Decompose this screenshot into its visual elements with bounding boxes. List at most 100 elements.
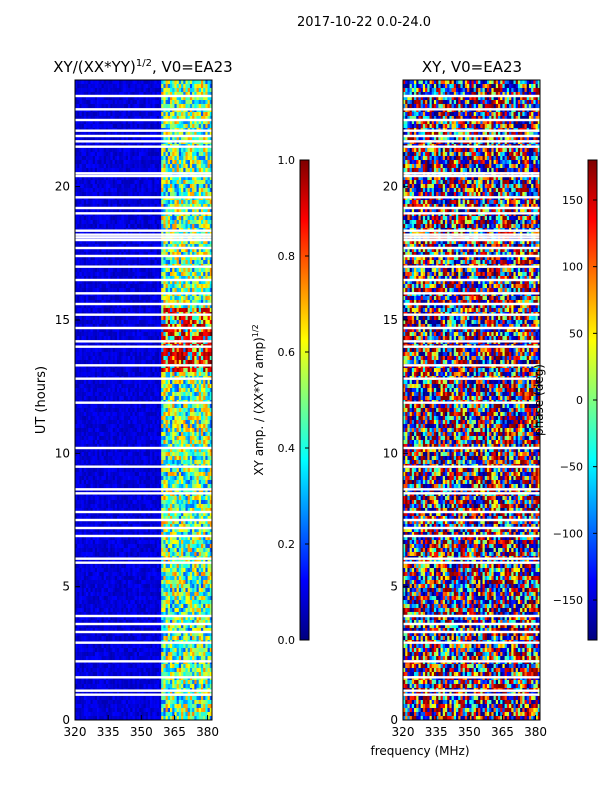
heatmap-cell (139, 124, 142, 129)
heatmap-cell (205, 332, 208, 337)
heatmap-cell (110, 188, 113, 193)
heatmap-cell (187, 120, 191, 125)
heatmap-cell (103, 244, 107, 249)
heatmap-cell (181, 352, 184, 357)
heatmap-cell (88, 188, 91, 193)
heatmap-cell (112, 296, 116, 301)
heatmap-cell (136, 332, 140, 337)
heatmap-cell (156, 368, 160, 373)
heatmap-cell (86, 332, 89, 337)
heatmap-cell (194, 372, 197, 377)
heatmap-cell (198, 320, 202, 325)
heatmap-cell (192, 256, 195, 261)
heatmap-cell (116, 256, 120, 261)
heatmap-cell (97, 92, 100, 97)
heatmap-cell (88, 360, 91, 365)
heatmap-cell (128, 204, 131, 209)
heatmap-cell (97, 180, 100, 185)
heatmap-cell (203, 224, 206, 229)
heatmap-cell (209, 392, 212, 397)
heatmap-cell (172, 352, 175, 357)
heatmap-cell (152, 324, 155, 329)
heatmap-cell (97, 204, 100, 209)
heatmap-cell (90, 80, 93, 85)
heatmap-cell (163, 372, 166, 377)
heatmap-cell (79, 160, 82, 165)
heatmap-cell (183, 180, 186, 185)
heatmap-cell (152, 208, 155, 213)
heatmap-cell (192, 120, 195, 125)
heatmap-cell (83, 216, 87, 221)
heatmap-cell (207, 348, 211, 353)
heatmap-cell (123, 164, 127, 169)
heatmap-cell (158, 124, 162, 129)
heatmap-cell (205, 316, 208, 321)
heatmap-cell (183, 188, 186, 193)
heatmap-cell (110, 396, 113, 401)
heatmap-cell (176, 92, 180, 97)
heatmap-cell (125, 152, 129, 157)
heatmap-cell (119, 328, 122, 333)
heatmap-cell (181, 164, 184, 169)
heatmap-cell (172, 284, 175, 289)
heatmap-cell (83, 224, 87, 229)
heatmap-cell (88, 88, 91, 93)
heatmap-cell (108, 296, 111, 301)
heatmap-cell (185, 152, 188, 157)
heatmap-cell (147, 372, 151, 377)
heatmap-cell (134, 372, 138, 377)
heatmap-cell (150, 336, 153, 341)
heatmap-cell (77, 204, 80, 209)
heatmap-cell (176, 104, 180, 109)
heatmap-cell (174, 92, 177, 97)
heatmap-cell (196, 244, 200, 249)
heatmap-cell (99, 224, 102, 229)
heatmap-cell (88, 96, 91, 101)
heatmap-cell (172, 184, 175, 189)
heatmap-cell (83, 252, 87, 257)
heatmap-cell (176, 200, 180, 205)
heatmap-cell (192, 388, 195, 393)
heatmap-cell (172, 92, 175, 97)
heatmap-cell (143, 324, 147, 329)
heatmap-cell (181, 132, 184, 137)
heatmap-cell (132, 276, 135, 281)
heatmap-cell (170, 388, 173, 393)
heatmap-cell (185, 280, 188, 285)
heatmap-cell (152, 240, 155, 245)
heatmap-cell (150, 216, 153, 221)
heatmap-cell (147, 124, 151, 129)
heatmap-cell (183, 396, 186, 401)
heatmap-cell (119, 200, 122, 205)
heatmap-cell (189, 356, 193, 361)
heatmap-cell (181, 324, 184, 329)
heatmap-cell (105, 208, 109, 213)
heatmap-cell (123, 204, 127, 209)
heatmap-cell (167, 392, 171, 397)
heatmap-cell (130, 156, 133, 161)
heatmap-cell (130, 388, 133, 393)
heatmap-cell (165, 192, 169, 197)
heatmap-cell (112, 104, 116, 109)
heatmap-cell (97, 220, 100, 225)
heatmap-cell (141, 160, 144, 165)
heatmap-cell (94, 192, 98, 197)
heatmap-cell (90, 192, 93, 197)
heatmap-cell (145, 164, 149, 169)
heatmap-cell (154, 180, 158, 185)
heatmap-cell (170, 124, 173, 129)
heatmap-cell (172, 328, 175, 333)
heatmap-cell (132, 328, 135, 333)
heatmap-cell (141, 156, 144, 161)
heatmap-cell (136, 152, 140, 157)
heatmap-cell (81, 100, 85, 105)
heatmap-cell (94, 100, 98, 105)
heatmap-cell (170, 112, 173, 117)
heatmap-cell (161, 176, 164, 181)
heatmap-cell (165, 148, 169, 153)
heatmap-cell (136, 336, 140, 341)
heatmap-cell (134, 92, 138, 97)
heatmap-cell (121, 372, 124, 377)
heatmap-cell (123, 148, 127, 153)
heatmap-cell (156, 360, 160, 365)
